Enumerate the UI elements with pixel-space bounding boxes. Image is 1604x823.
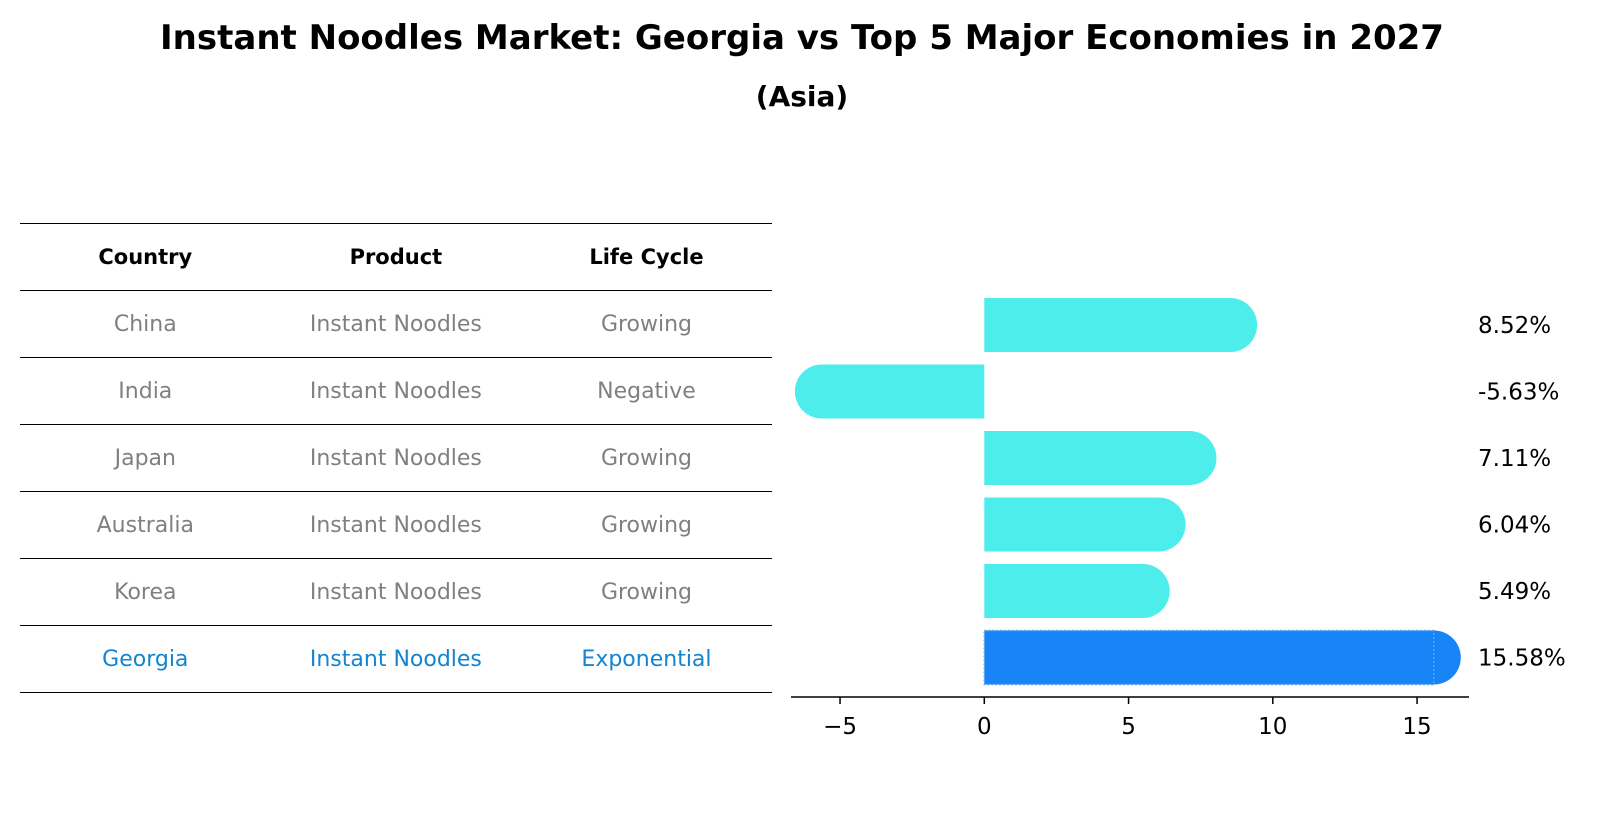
cell-country: China [113, 311, 177, 337]
cell-life-cycle: Growing [600, 311, 693, 337]
cell-country: Australia [96, 512, 194, 538]
table-row: Korea Instant Noodles Growing [20, 559, 772, 626]
header-product: Product [349, 245, 443, 269]
cell-product: Instant Noodles [309, 646, 482, 672]
chart-title: Instant Noodles Market: Georgia vs Top 5… [160, 18, 1444, 58]
cell-product: Instant Noodles [309, 445, 482, 471]
value-label: 5.49% [1478, 579, 1551, 605]
table-header-row: Country Product Life Cycle [20, 224, 772, 291]
bar-georgia [984, 630, 1461, 685]
x-tick-label: 15 [1402, 714, 1431, 740]
chart-subtitle: (Asia) [755, 80, 849, 113]
x-tick-label: −5 [823, 714, 857, 740]
cell-life-cycle: Growing [600, 512, 693, 538]
bar-australia [984, 497, 1186, 552]
market-table: Country Product Life Cycle China Instant… [20, 223, 772, 693]
value-label: 8.52% [1478, 313, 1551, 339]
table-row: Japan Instant Noodles Growing [20, 425, 772, 492]
cell-product: Instant Noodles [309, 512, 482, 538]
table-row: Australia Instant Noodles Growing [20, 492, 772, 559]
bar-india [794, 364, 985, 419]
cell-life-cycle: Growing [600, 579, 693, 605]
x-tick-label: 0 [977, 714, 992, 740]
header-life-cycle: Life Cycle [589, 245, 704, 269]
cell-life-cycle: Negative [597, 378, 696, 404]
value-label: -5.63% [1478, 380, 1559, 406]
x-tick-label: 5 [1121, 714, 1136, 740]
bar-highlight-outline [983, 629, 1435, 686]
cell-country: Georgia [102, 646, 189, 672]
table-row-highlight: Georgia Instant Noodles Exponential [20, 626, 772, 693]
value-label: 7.11% [1478, 446, 1551, 472]
bar-japan [984, 431, 1217, 485]
cell-country: Korea [114, 579, 177, 605]
header-country: Country [98, 245, 193, 269]
bar-korea [984, 564, 1170, 618]
cell-product: Instant Noodles [309, 378, 482, 404]
cell-life-cycle: Exponential [581, 646, 712, 672]
value-label: 15.58% [1478, 646, 1566, 672]
table-row: India Instant Noodles Negative [20, 358, 772, 425]
cell-product: Instant Noodles [309, 579, 482, 605]
bar-china [984, 298, 1258, 352]
cell-life-cycle: Growing [600, 445, 693, 471]
cell-country: India [118, 378, 173, 404]
table-row: China Instant Noodles Growing [20, 291, 772, 358]
cell-country: Japan [114, 445, 176, 471]
x-tick-label: 10 [1258, 714, 1287, 740]
value-label: 6.04% [1478, 513, 1551, 539]
cell-product: Instant Noodles [309, 311, 482, 337]
